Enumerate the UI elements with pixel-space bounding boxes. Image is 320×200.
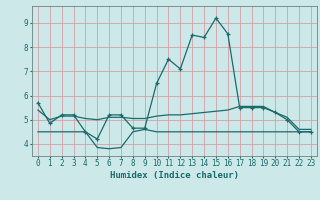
X-axis label: Humidex (Indice chaleur): Humidex (Indice chaleur) <box>110 171 239 180</box>
